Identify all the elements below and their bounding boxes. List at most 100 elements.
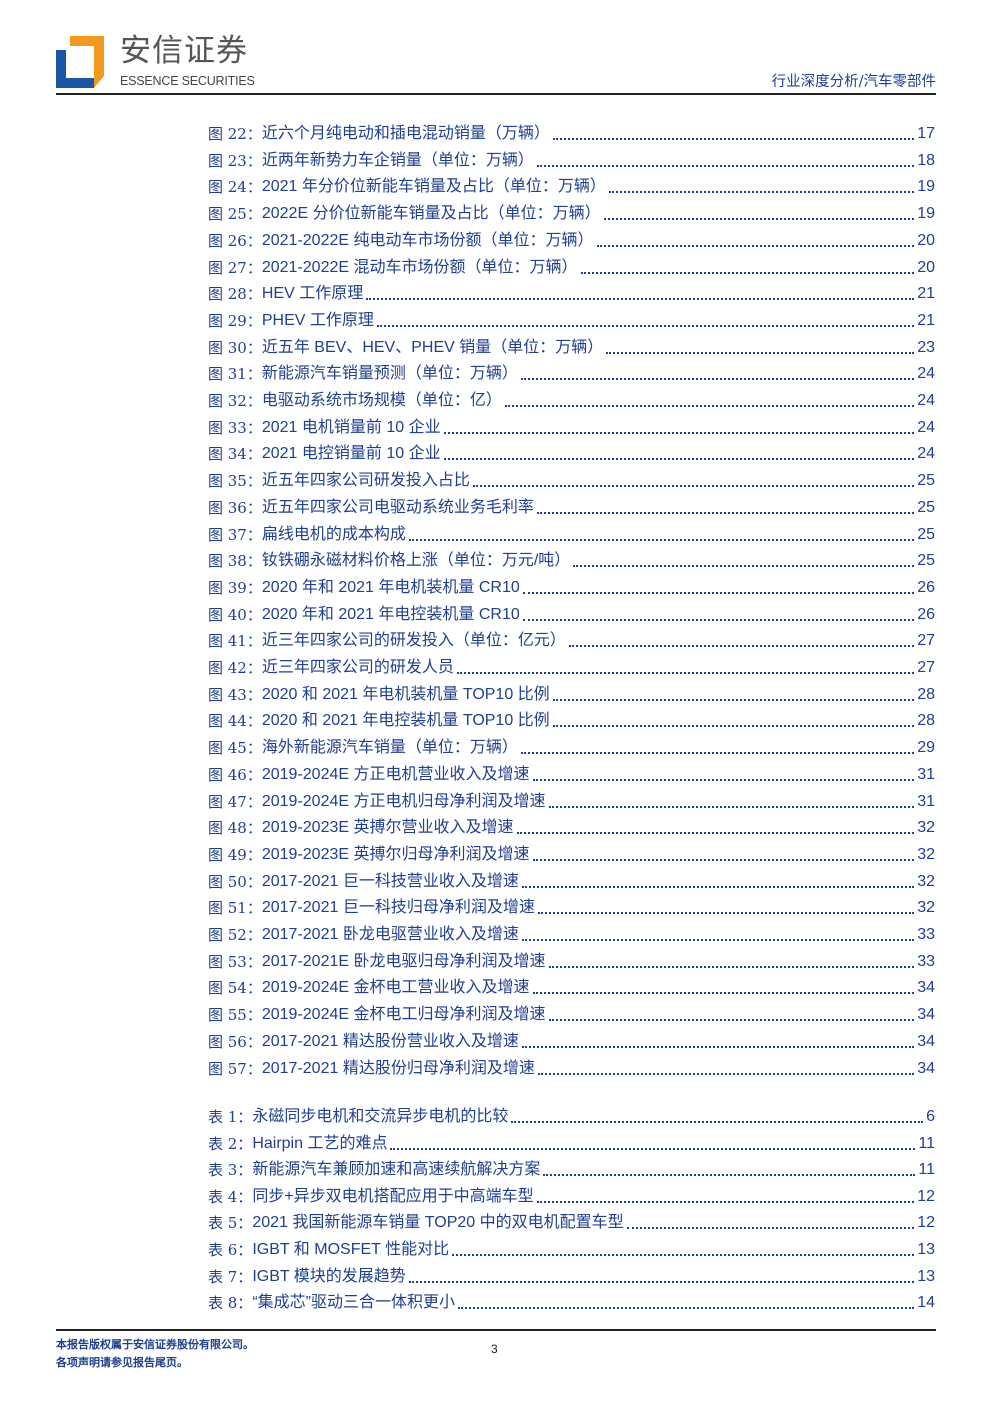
entry-title: 2017-2021 巨一科技营业收入及增速 bbox=[261, 872, 519, 890]
entry-label: 图 23： bbox=[208, 151, 262, 170]
toc-table-entry[interactable]: 表 3： 新能源汽车兼顾加速和高速续航解决方案 11 bbox=[208, 1158, 935, 1180]
entry-page: 13 bbox=[917, 1267, 935, 1285]
toc-figure-entry[interactable]: 图 53： 2017-2021E 卧龙电驱归母净利润及增速 33 bbox=[208, 950, 935, 972]
toc-table-entry[interactable]: 表 4： 同步+异步双电机搭配应用于中高端车型 12 bbox=[208, 1185, 935, 1207]
toc-figure-entry[interactable]: 图 57： 2017-2021 精达股份归母净利润及增速 34 bbox=[208, 1057, 935, 1079]
entry-page: 12 bbox=[917, 1187, 935, 1205]
dot-leader bbox=[452, 1254, 915, 1256]
dot-leader bbox=[532, 858, 915, 861]
toc-figure-entry[interactable]: 图 46： 2019-2024E 方正电机营业收入及增速 31 bbox=[208, 763, 935, 785]
entry-title: 2019-2023E 英搏尔归母净利润及增速 bbox=[261, 845, 530, 863]
toc-figure-entry[interactable]: 图 47： 2019-2024E 方正电机归母净利润及增速 31 bbox=[208, 790, 935, 812]
toc-figure-entry[interactable]: 图 50： 2017-2021 巨一科技营业收入及增速 32 bbox=[208, 870, 935, 892]
toc-figure-entry[interactable]: 图 28： HEV 工作原理 21 bbox=[208, 282, 935, 304]
dot-leader bbox=[548, 805, 915, 808]
toc-figure-entry[interactable]: 图 31： 新能源汽车销量预测（单位：万辆） 24 bbox=[208, 362, 935, 384]
toc-figure-entry[interactable]: 图 56： 2017-2021 精达股份营业收入及增速 34 bbox=[208, 1030, 935, 1052]
toc-table-entry[interactable]: 表 1： 永磁同步电机和交流异步电机的比较 6 bbox=[208, 1105, 935, 1127]
toc-figure-entry[interactable]: 图 55： 2019-2024E 金杯电工归母净利润及增速 34 bbox=[208, 1003, 935, 1025]
entry-title: 近六个月纯电动和插电混动销量（万辆） bbox=[261, 125, 550, 142]
entry-title: 2021-2022E 混动车市场份额（单位：万辆） bbox=[261, 258, 578, 276]
dot-leader bbox=[376, 324, 915, 327]
toc-table-entry[interactable]: 表 8： “集成芯”驱动三合一体积更小 14 bbox=[208, 1291, 935, 1313]
toc-figure-entry[interactable]: 图 33： 2021 电机销量前 10 企业 24 bbox=[208, 416, 935, 438]
entry-page: 34 bbox=[917, 1006, 935, 1024]
toc-figure-entry[interactable]: 图 37： 扁线电机的成本构成 25 bbox=[208, 523, 935, 545]
toc-figure-entry[interactable]: 图 24： 2021 年分价位新能车销量及占比（单位：万辆） 19 bbox=[208, 175, 935, 197]
entry-label: 表 1： bbox=[208, 1108, 253, 1126]
dot-leader bbox=[511, 1121, 924, 1123]
toc-figure-entry[interactable]: 图 44： 2020 和 2021 年电控装机量 TOP10 比例 28 bbox=[208, 709, 935, 731]
toc-figure-entry[interactable]: 图 32： 电驱动系统市场规模（单位：亿） 24 bbox=[208, 389, 935, 411]
entry-page: 25 bbox=[917, 525, 935, 543]
entry-label: 图 54： bbox=[208, 979, 262, 998]
toc-figure-entry[interactable]: 图 26： 2021-2022E 纯电动车市场份额（单位：万辆） 20 bbox=[208, 229, 935, 251]
dot-leader bbox=[568, 645, 915, 648]
toc-figure-entry[interactable]: 图 51： 2017-2021 巨一科技归母净利润及增速 32 bbox=[208, 896, 935, 918]
entry-title: IGBT 模块的发展趋势 bbox=[252, 1267, 406, 1285]
toc-table-entry[interactable]: 表 6： IGBT 和 MOSFET 性能对比 13 bbox=[208, 1238, 935, 1260]
entry-label: 图 32： bbox=[208, 392, 262, 410]
entry-page: 32 bbox=[917, 899, 935, 917]
toc-figure-entry[interactable]: 图 34： 2021 电控销量前 10 企业 24 bbox=[208, 442, 935, 464]
toc-figure-entry[interactable]: 图 52： 2017-2021 卧龙电驱营业收入及增速 33 bbox=[208, 923, 935, 945]
entry-label: 图 29： bbox=[208, 311, 262, 330]
entry-label: 表 8： bbox=[208, 1294, 253, 1313]
toc-figure-entry[interactable]: 图 40： 2020 年和 2021 年电控装机量 CR10 26 bbox=[208, 603, 935, 625]
toc-figure-entry[interactable]: 图 25： 2022E 分价位新能车销量及占比（单位：万辆） 19 bbox=[208, 202, 935, 224]
toc-figure-entry[interactable]: 图 30： 近五年 BEV、HEV、PHEV 销量（单位：万辆） 23 bbox=[208, 336, 935, 358]
dot-leader bbox=[443, 458, 915, 461]
toc-figure-entry[interactable]: 图 39： 2020 年和 2021 年电机装机量 CR10 26 bbox=[208, 576, 935, 598]
dot-leader bbox=[536, 164, 915, 167]
dot-leader bbox=[408, 538, 915, 541]
toc-figure-entry[interactable]: 图 43： 2020 和 2021 年电机装机量 TOP10 比例 28 bbox=[208, 683, 935, 705]
dot-leader bbox=[521, 885, 915, 888]
entry-page: 23 bbox=[917, 338, 935, 356]
entry-page: 31 bbox=[917, 765, 935, 783]
toc-figure-entry[interactable]: 图 45： 海外新能源汽车销量（单位：万辆） 29 bbox=[208, 736, 935, 758]
entry-page: 24 bbox=[917, 365, 935, 383]
entry-label: 图 34： bbox=[208, 445, 262, 464]
toc-figure-entry[interactable]: 图 38： 钕铁硼永磁材料价格上涨（单位：万元/吨） 25 bbox=[208, 549, 935, 571]
toc-figure-entry[interactable]: 图 27： 2021-2022E 混动车市场份额（单位：万辆） 20 bbox=[208, 256, 935, 278]
toc-figure-entry[interactable]: 图 23： 近两年新势力车企销量（单位：万辆） 18 bbox=[208, 149, 935, 171]
entry-label: 图 52： bbox=[208, 926, 262, 944]
entry-title: 海外新能源汽车销量（单位：万辆） bbox=[261, 739, 518, 757]
logo-mark-icon bbox=[56, 36, 104, 88]
disclaimer-note: 各项声明请参见报告尾页。 bbox=[56, 1356, 188, 1369]
entry-label: 图 45： bbox=[208, 739, 262, 758]
entry-page: 21 bbox=[917, 285, 935, 303]
toc-table-entry[interactable]: 表 5： 2021 我国新能源车销量 TOP20 中的双电机配置车型 12 bbox=[208, 1211, 935, 1233]
dot-leader bbox=[366, 298, 915, 301]
toc-figure-entry[interactable]: 图 41： 近三年四家公司的研发投入（单位：亿元） 27 bbox=[208, 629, 935, 651]
entry-title: 2017-2021 精达股份营业收入及增速 bbox=[261, 1032, 519, 1050]
dot-leader bbox=[536, 1200, 915, 1203]
dot-leader bbox=[520, 752, 915, 755]
toc-figure-entry[interactable]: 图 54： 2019-2024E 金杯电工营业收入及增速 34 bbox=[208, 976, 935, 998]
entry-page: 26 bbox=[917, 578, 935, 596]
entry-title: IGBT 和 MOSFET 性能对比 bbox=[252, 1241, 450, 1258]
toc-figure-entry[interactable]: 图 22： 近六个月纯电动和插电混动销量（万辆） 17 bbox=[208, 122, 935, 144]
entry-page: 14 bbox=[917, 1294, 935, 1312]
entry-title: 2019-2024E 方正电机营业收入及增速 bbox=[261, 765, 530, 783]
entry-label: 图 27： bbox=[208, 258, 262, 277]
entry-label: 表 5： bbox=[208, 1214, 253, 1233]
dot-leader bbox=[606, 351, 915, 354]
dot-leader bbox=[520, 378, 915, 381]
toc-figure-entry[interactable]: 图 36： 近五年四家公司电驱动系统业务毛利率 25 bbox=[208, 496, 935, 518]
toc-figure-entry[interactable]: 图 49： 2019-2023E 英搏尔归母净利润及增速 32 bbox=[208, 843, 935, 865]
entry-page: 20 bbox=[917, 258, 935, 276]
toc-figure-entry[interactable]: 图 29： PHEV 工作原理 21 bbox=[208, 309, 935, 331]
toc-table-entry[interactable]: 表 2： Hairpin 工艺的难点 11 bbox=[208, 1132, 935, 1154]
toc-table-entry[interactable]: 表 7： IGBT 模块的发展趋势 13 bbox=[208, 1265, 935, 1287]
toc-figure-entry[interactable]: 图 42： 近三年四家公司的研发人员 27 bbox=[208, 656, 935, 678]
entry-title: 2020 和 2021 年电机装机量 TOP10 比例 bbox=[261, 685, 550, 703]
dot-leader bbox=[516, 832, 915, 835]
toc-figure-entry[interactable]: 图 35： 近五年四家公司研发投入占比 25 bbox=[208, 469, 935, 491]
dot-leader bbox=[608, 191, 915, 194]
toc-figure-entry[interactable]: 图 48： 2019-2023E 英搏尔营业收入及增速 32 bbox=[208, 816, 935, 838]
entry-title: Hairpin 工艺的难点 bbox=[252, 1134, 388, 1152]
entry-label: 图 35： bbox=[208, 472, 262, 491]
entry-label: 图 33： bbox=[208, 418, 262, 437]
entry-page: 33 bbox=[917, 952, 935, 970]
